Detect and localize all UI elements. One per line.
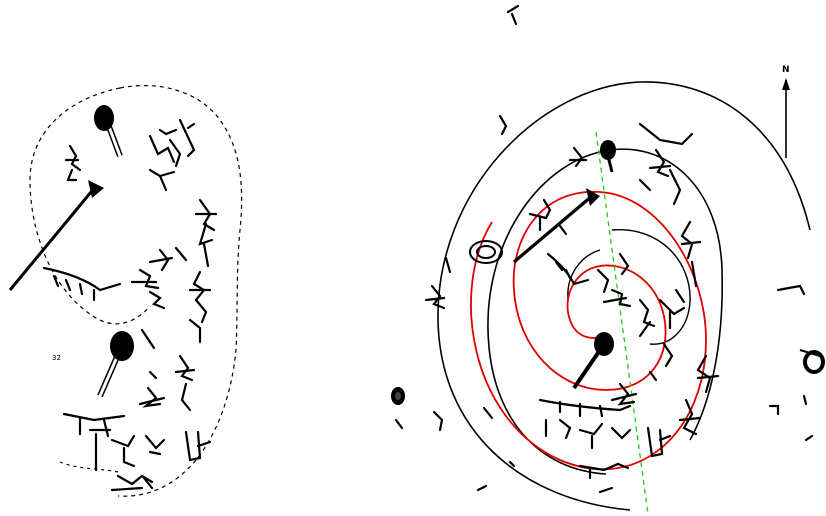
right-spiral-panel: N (391, 4, 825, 515)
mace-symbol-top (94, 105, 123, 158)
right-mace-top (600, 140, 616, 173)
dashed-boundary-outline (117, 84, 243, 497)
right-ring-symbol (799, 349, 825, 374)
inner-black-arc-left (567, 249, 601, 301)
red-spiral-line (470, 191, 707, 471)
mace-symbol-lower (97, 331, 134, 398)
right-spear-diagonal (512, 188, 600, 264)
left-figure-glyphs (42, 118, 218, 492)
dashed-lower-arc (59, 461, 119, 473)
north-label: N (782, 65, 790, 75)
left-petroglyph-panel: 32 (8, 84, 243, 497)
inner-black-spiral (611, 229, 691, 345)
right-figure-glyphs (394, 4, 814, 494)
right-mace-center (572, 332, 614, 390)
green-dashed-axis (595, 131, 649, 515)
outer-black-circle (437, 81, 811, 511)
dashed-inner-arc (29, 87, 151, 325)
right-small-disc (391, 387, 405, 405)
right-concentric-glyph (469, 240, 503, 264)
middle-black-circle (487, 148, 724, 475)
spear-symbol-diagonal (8, 180, 104, 291)
north-arrow: N (782, 65, 790, 158)
page-number-label: 32 (52, 354, 61, 362)
